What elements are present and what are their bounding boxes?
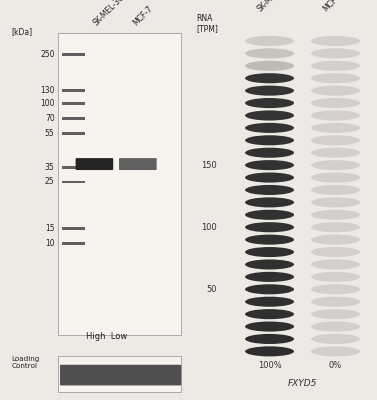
Ellipse shape (245, 247, 294, 257)
Text: SK-MEL-30: SK-MEL-30 (92, 0, 126, 28)
FancyBboxPatch shape (62, 227, 85, 230)
FancyBboxPatch shape (62, 180, 85, 184)
Ellipse shape (311, 284, 360, 294)
Text: 50: 50 (206, 285, 217, 294)
FancyBboxPatch shape (58, 356, 181, 392)
Ellipse shape (245, 309, 294, 319)
Text: SK-MEL-30: SK-MEL-30 (256, 0, 290, 14)
FancyBboxPatch shape (58, 32, 181, 335)
FancyBboxPatch shape (60, 365, 181, 386)
Text: FXYD5: FXYD5 (288, 379, 317, 388)
Ellipse shape (245, 73, 294, 83)
Ellipse shape (245, 260, 294, 270)
Text: MCF-7: MCF-7 (322, 0, 345, 14)
Ellipse shape (311, 297, 360, 307)
Text: 100: 100 (40, 100, 55, 108)
Text: RNA
[TPM]: RNA [TPM] (196, 14, 218, 33)
Ellipse shape (245, 61, 294, 71)
Ellipse shape (245, 222, 294, 232)
Text: 55: 55 (45, 129, 55, 138)
Ellipse shape (311, 260, 360, 270)
Ellipse shape (245, 346, 294, 356)
Ellipse shape (311, 61, 360, 71)
Ellipse shape (245, 86, 294, 96)
Ellipse shape (311, 185, 360, 195)
FancyBboxPatch shape (119, 158, 157, 170)
Text: 70: 70 (45, 114, 55, 124)
Ellipse shape (245, 98, 294, 108)
Ellipse shape (311, 36, 360, 46)
Ellipse shape (245, 272, 294, 282)
Ellipse shape (245, 110, 294, 120)
FancyBboxPatch shape (62, 118, 85, 120)
Ellipse shape (311, 48, 360, 58)
Text: 150: 150 (201, 161, 217, 170)
FancyBboxPatch shape (62, 102, 85, 106)
Ellipse shape (311, 210, 360, 220)
Ellipse shape (311, 334, 360, 344)
Ellipse shape (311, 197, 360, 208)
Text: 15: 15 (45, 224, 55, 233)
Text: 25: 25 (45, 178, 55, 186)
FancyBboxPatch shape (62, 132, 85, 135)
Ellipse shape (311, 98, 360, 108)
Ellipse shape (245, 197, 294, 208)
Ellipse shape (311, 272, 360, 282)
Ellipse shape (311, 148, 360, 158)
Text: High  Low: High Low (86, 332, 128, 341)
Ellipse shape (311, 172, 360, 182)
Ellipse shape (245, 48, 294, 58)
Ellipse shape (245, 334, 294, 344)
Ellipse shape (245, 172, 294, 182)
Ellipse shape (311, 322, 360, 332)
Text: Loading
Control: Loading Control (11, 356, 40, 368)
Ellipse shape (311, 110, 360, 120)
Ellipse shape (245, 148, 294, 158)
Text: 130: 130 (40, 86, 55, 95)
Ellipse shape (245, 185, 294, 195)
Text: 0%: 0% (329, 361, 342, 370)
Ellipse shape (311, 160, 360, 170)
FancyBboxPatch shape (62, 53, 85, 56)
Ellipse shape (245, 36, 294, 46)
Ellipse shape (245, 210, 294, 220)
Ellipse shape (245, 123, 294, 133)
Text: [kDa]: [kDa] (11, 28, 32, 37)
Ellipse shape (311, 135, 360, 145)
Ellipse shape (311, 234, 360, 245)
FancyBboxPatch shape (62, 242, 85, 245)
Text: 35: 35 (45, 162, 55, 172)
FancyBboxPatch shape (75, 158, 113, 170)
FancyBboxPatch shape (62, 89, 85, 92)
Ellipse shape (245, 234, 294, 245)
Text: 100%: 100% (258, 361, 281, 370)
Ellipse shape (245, 135, 294, 145)
Ellipse shape (311, 346, 360, 356)
Text: 250: 250 (40, 50, 55, 59)
Ellipse shape (311, 309, 360, 319)
Ellipse shape (311, 123, 360, 133)
FancyBboxPatch shape (62, 166, 85, 168)
Ellipse shape (245, 160, 294, 170)
Ellipse shape (311, 73, 360, 83)
Text: MCF-7: MCF-7 (132, 4, 155, 28)
Text: 10: 10 (45, 239, 55, 248)
Ellipse shape (245, 322, 294, 332)
Ellipse shape (311, 247, 360, 257)
Ellipse shape (245, 297, 294, 307)
Ellipse shape (311, 86, 360, 96)
Ellipse shape (311, 222, 360, 232)
Text: 100: 100 (201, 223, 217, 232)
Ellipse shape (245, 284, 294, 294)
